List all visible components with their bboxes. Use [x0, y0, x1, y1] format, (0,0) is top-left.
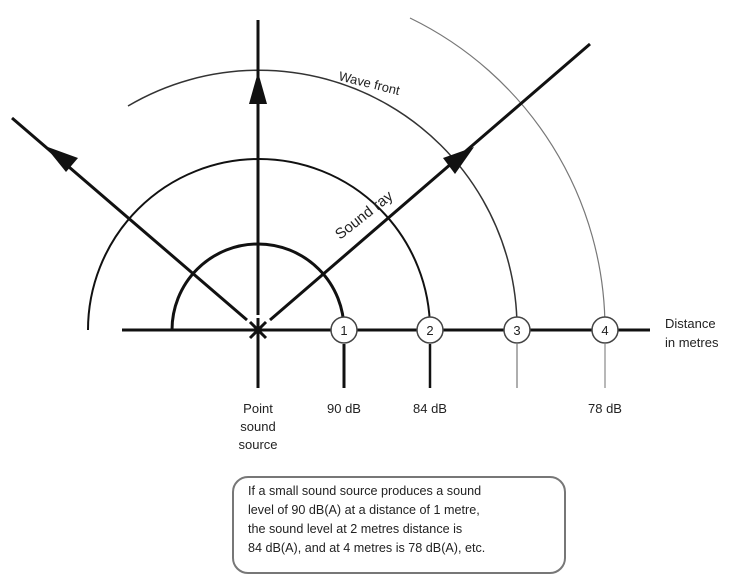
distance-marker-1: 1	[330, 316, 358, 344]
distance-number: 3	[513, 323, 520, 338]
distance-number: 1	[340, 323, 347, 338]
source-label-line2: sound	[240, 419, 275, 434]
level-label-1: 90 dB	[327, 401, 361, 416]
explanation-line-4: 84 dB(A), and at 4 metres is 78 dB(A), e…	[248, 541, 486, 555]
level-label-2: 84 dB	[413, 401, 447, 416]
distance-marker-2: 2	[416, 316, 444, 344]
arrowhead-left-icon	[45, 146, 78, 172]
level-label-4: 78 dB	[588, 401, 622, 416]
source-label-line3: source	[238, 437, 277, 452]
wave-arc-4	[409, 17, 606, 331]
distance-number: 4	[601, 323, 608, 338]
sound-ray-right	[269, 42, 591, 322]
source-label-line1: Point	[243, 401, 273, 416]
explanation-line-1: If a small sound source produces a sound	[248, 484, 482, 498]
arrowhead-up-icon	[249, 72, 267, 104]
explanation-line-3: the sound level at 2 metres distance is	[248, 522, 463, 536]
wave-front-label: Wave front	[337, 68, 402, 98]
distance-label-line2: in metres	[665, 335, 719, 350]
distance-label-line1: Distance	[665, 316, 716, 331]
explanation-line-2: level of 90 dB(A) at a distance of 1 met…	[248, 503, 480, 517]
distance-number: 2	[426, 323, 433, 338]
arrowhead-right-icon	[443, 147, 474, 174]
point-source-icon	[248, 318, 268, 342]
wave-arc-3	[127, 69, 518, 331]
distance-marker-4: 4	[591, 316, 619, 344]
distance-marker-3: 3	[503, 316, 531, 344]
